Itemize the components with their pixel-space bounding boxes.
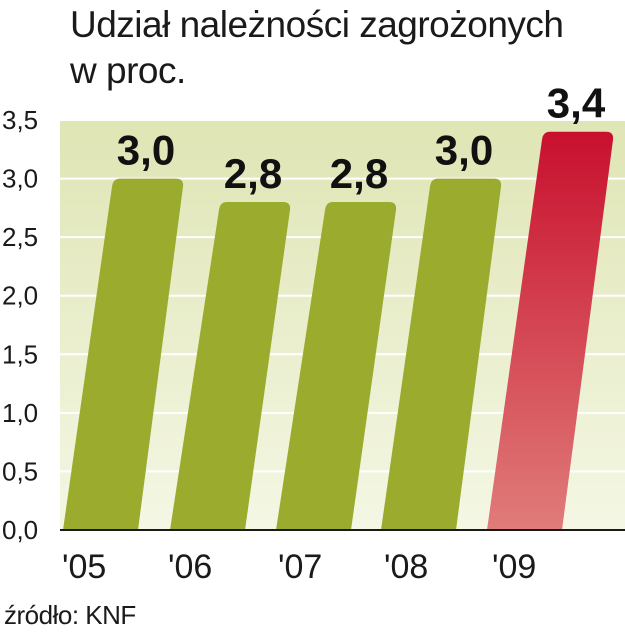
- source-note: źródło: KNF: [4, 600, 136, 630]
- y-tick-label: 0,5: [2, 456, 38, 486]
- y-tick-label: 1,5: [2, 339, 38, 369]
- value-label: 2,8: [330, 150, 388, 197]
- chart-title-line1: Udział należności zagrożonych: [70, 4, 564, 45]
- x-axis-ticks: '05 '06 '07 '08 '09: [62, 548, 536, 586]
- value-label: 3,0: [435, 127, 493, 174]
- y-axis-ticks: 0,0 0,5 1,0 1,5 2,0 2,5 3,0 3,5: [2, 105, 38, 545]
- value-labels: 3,0 2,8 2,8 3,0 3,4: [117, 80, 606, 197]
- y-tick-label: 2,5: [2, 222, 38, 252]
- x-tick-label: '06: [168, 548, 212, 586]
- bar-y09: [487, 131, 614, 530]
- x-tick-label: '08: [384, 548, 428, 586]
- bar-y08: [381, 178, 502, 531]
- x-tick-label: '05: [62, 548, 106, 586]
- value-label: 3,0: [117, 127, 175, 174]
- chart-title-line2: w proc.: [70, 50, 186, 91]
- y-tick-label: 3,5: [2, 105, 38, 135]
- value-label: 3,4: [547, 80, 606, 127]
- x-tick-label: '07: [278, 548, 322, 586]
- bars: [63, 131, 614, 531]
- y-tick-label: 1,0: [2, 398, 38, 428]
- bar-y07: [276, 202, 397, 530]
- bar-y06: [170, 202, 291, 530]
- chart-title: Udział należności zagrożonych w proc.: [70, 2, 564, 94]
- x-tick-label: '09: [492, 548, 536, 586]
- bar-y05: [63, 178, 184, 531]
- y-tick-label: 2,0: [2, 281, 38, 311]
- y-tick-label: 3,0: [2, 164, 38, 194]
- y-tick-label: 0,0: [2, 515, 38, 545]
- value-label: 2,8: [224, 150, 282, 197]
